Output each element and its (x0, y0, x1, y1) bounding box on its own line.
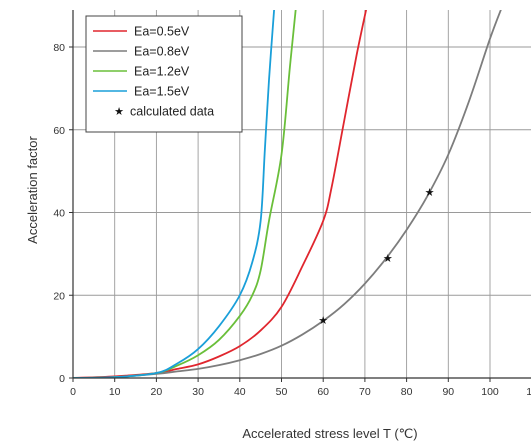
x-axis-label: Accelerated stress level T (℃) (242, 426, 417, 441)
legend: Ea=0.5eV Ea=0.8eV Ea=1.2eV Ea=1.5eV ★ calcula… (85, 15, 243, 133)
calculated-data-point: ★ (318, 314, 328, 327)
x-tick-label: 30 (192, 386, 204, 398)
y-tick-label: 60 (53, 125, 65, 137)
x-tick-label: 70 (359, 386, 371, 398)
calculated-data-point: ★ (425, 186, 435, 199)
series-lines (73, 10, 502, 378)
x-ticks: 0 10 20 30 40 50 60 70 80 90 100 11 (70, 378, 531, 398)
x-tick-label: 90 (442, 386, 454, 398)
legend-label-ea-1-5ev: Ea=1.5eV (134, 85, 190, 99)
series-line-ea-0-8ev (73, 10, 502, 378)
x-tick-label: 20 (151, 386, 163, 398)
x-tick-label: 10 (109, 386, 121, 398)
y-tick-label: 80 (53, 42, 65, 54)
y-tick-label: 20 (53, 290, 65, 302)
legend-items: Ea=0.5eV Ea=0.8eV Ea=1.2eV Ea=1.5eV ★ calcula… (93, 25, 214, 119)
x-tick-label: 50 (276, 386, 288, 398)
x-tick-label: 40 (234, 386, 246, 398)
x-tick-label: 60 (317, 386, 329, 398)
y-axis-label: Acceleration factor (25, 136, 40, 244)
calculated-data-markers: ★ ★ ★ (318, 186, 434, 327)
legend-label-calculated-data: calculated data (130, 105, 214, 119)
x-tick-label: 0 (70, 386, 76, 398)
calculated-data-point: ★ (383, 252, 393, 265)
grid (73, 10, 531, 378)
y-tick-label: 0 (59, 373, 65, 385)
axes (72, 10, 531, 379)
y-tick-label: 40 (53, 208, 65, 220)
x-tick-label: 11 (526, 386, 531, 398)
legend-box (85, 15, 243, 133)
legend-marker-calculated-data: ★ (114, 105, 124, 118)
legend-label-ea-0-8ev: Ea=0.8eV (134, 45, 190, 59)
series-line-ea-1-5ev (73, 10, 275, 378)
x-tick-label: 80 (401, 386, 413, 398)
legend-label-ea-0-5ev: Ea=0.5eV (134, 25, 190, 39)
y-ticks: 0 20 40 60 80 (53, 42, 73, 385)
x-tick-label: 100 (481, 386, 499, 398)
legend-label-ea-1-2ev: Ea=1.2eV (134, 65, 190, 79)
